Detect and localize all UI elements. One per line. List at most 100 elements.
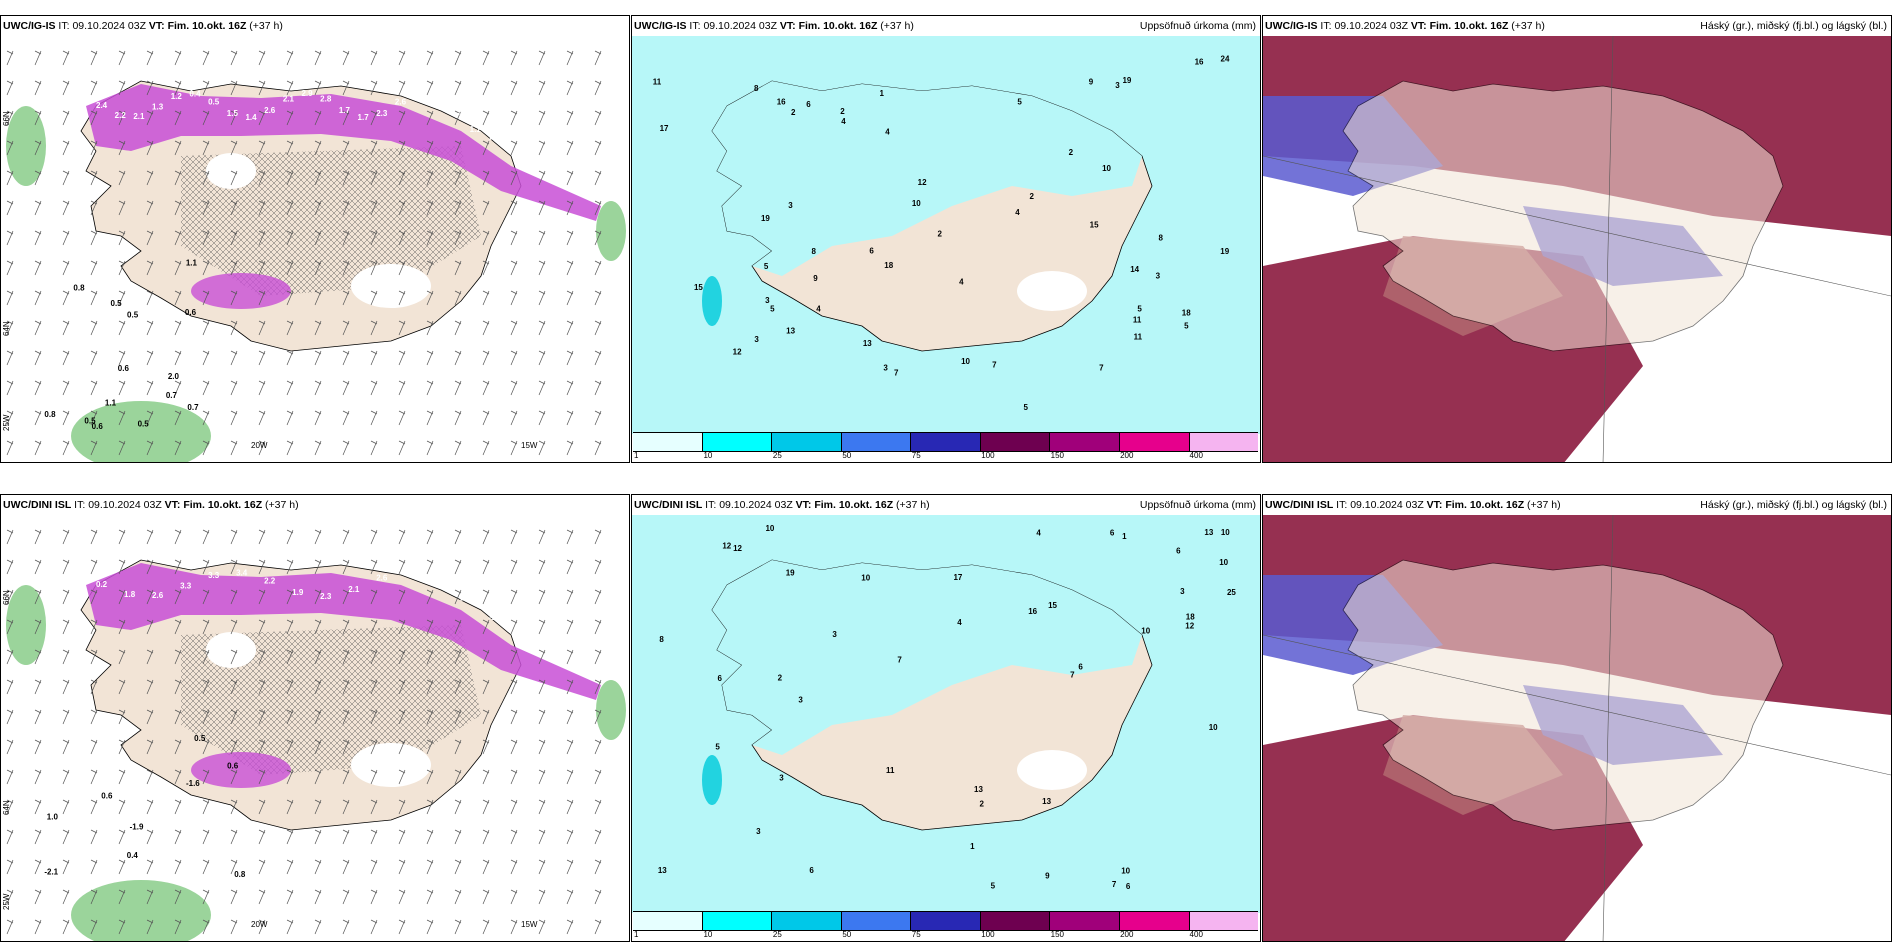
wind-barb bbox=[118, 260, 126, 276]
value-label: 10 bbox=[861, 573, 870, 582]
wind-barb bbox=[146, 380, 154, 396]
wind-barb bbox=[118, 320, 126, 336]
wind-barb bbox=[174, 679, 182, 695]
wind-barb bbox=[398, 769, 406, 785]
wind-barb bbox=[146, 769, 154, 785]
value-label: 0.4 bbox=[189, 89, 201, 98]
wind-barb bbox=[146, 410, 154, 426]
wind-barb bbox=[594, 919, 602, 935]
wind-barb bbox=[90, 709, 98, 725]
wind-barb bbox=[118, 380, 126, 396]
wind-barb bbox=[398, 410, 406, 426]
wind-barb bbox=[538, 679, 546, 695]
wind-barb bbox=[510, 619, 518, 635]
value-label: 5 bbox=[770, 305, 775, 314]
wind-barb bbox=[230, 829, 238, 845]
graticule-label: 66N bbox=[2, 111, 11, 126]
wind-barb bbox=[398, 619, 406, 635]
wind-barb bbox=[286, 529, 294, 545]
graticule bbox=[1263, 515, 1891, 941]
wind-barb bbox=[146, 559, 154, 575]
wind-barb bbox=[202, 529, 210, 545]
value-label: 1.5 bbox=[227, 109, 239, 118]
graticule bbox=[1263, 36, 1891, 462]
wind-barb bbox=[566, 529, 574, 545]
wind-barb bbox=[118, 889, 126, 905]
wind-barb bbox=[258, 290, 266, 306]
wind-barb bbox=[482, 350, 490, 366]
wind-barb bbox=[90, 529, 98, 545]
wind-barb bbox=[146, 919, 154, 935]
wind-barb bbox=[482, 410, 490, 426]
colorbar-label: 25 bbox=[772, 930, 782, 939]
wind-barb bbox=[566, 679, 574, 695]
wind-barb bbox=[90, 769, 98, 785]
it-value: 09.10.2024 03Z bbox=[719, 499, 793, 511]
wind-barb bbox=[482, 260, 490, 276]
map-svg: 66N 64N 25W 20W 15W 2.4 2.2 2.1 1.3 1.2 0.4 0.5 1.5 1… bbox=[1, 36, 629, 462]
wind-barb bbox=[594, 589, 602, 605]
wind-barb bbox=[174, 829, 182, 845]
wind-barb bbox=[174, 919, 182, 935]
value-label: 10 bbox=[912, 199, 921, 208]
map-area bbox=[1263, 515, 1891, 941]
colorbar-swatch bbox=[702, 912, 773, 930]
it-value: 09.10.2024 03Z bbox=[1350, 499, 1424, 511]
wind-barb bbox=[146, 230, 154, 246]
it-label: IT: bbox=[1336, 499, 1348, 511]
wind-barb bbox=[202, 769, 210, 785]
value-label: 0.5 bbox=[138, 420, 150, 429]
value-label: 1.2 bbox=[171, 92, 183, 101]
wind-barb bbox=[90, 589, 98, 605]
wind-barb bbox=[426, 320, 434, 336]
wind-barb bbox=[62, 859, 70, 875]
vt-value: Fim. 10.okt. 16Z bbox=[183, 499, 263, 511]
wind-barb bbox=[286, 230, 294, 246]
wind-barb bbox=[510, 769, 518, 785]
colorbar-label: 10 bbox=[703, 930, 713, 939]
wind-barb bbox=[230, 589, 238, 605]
wind-barb bbox=[538, 739, 546, 755]
wind-barb bbox=[538, 440, 546, 456]
colorbar-swatch bbox=[911, 912, 981, 930]
run-info: UWC/DINI ISL IT: 09.10.2024 03Z VT: Fim.… bbox=[634, 495, 930, 515]
value-label: 7 bbox=[894, 369, 899, 378]
wind-barb bbox=[258, 140, 266, 156]
model-name: UWC/DINI ISL bbox=[634, 499, 703, 511]
wind-barb bbox=[90, 260, 98, 276]
wind-barb bbox=[398, 170, 406, 186]
value-label: 18 bbox=[884, 261, 893, 270]
wind-barb bbox=[314, 829, 322, 845]
wind-barb bbox=[202, 619, 210, 635]
graticule-label: 66N bbox=[2, 590, 11, 605]
wind-barb bbox=[118, 649, 126, 665]
wind-barb bbox=[566, 230, 574, 246]
wind-barb bbox=[258, 559, 266, 575]
value-label: 2.6 bbox=[376, 573, 388, 582]
value-label: 24 bbox=[1221, 55, 1230, 64]
wind-barb bbox=[342, 679, 350, 695]
wind-barb bbox=[202, 260, 210, 276]
value-label: 12 bbox=[918, 178, 927, 187]
value-label: 3 bbox=[1115, 81, 1120, 90]
wind-barb bbox=[258, 799, 266, 815]
wind-barb bbox=[454, 709, 462, 725]
wind-barb bbox=[118, 80, 126, 96]
wind-barb bbox=[454, 140, 462, 156]
wind-barb bbox=[6, 50, 14, 66]
wind-barb bbox=[34, 290, 42, 306]
wind-barb bbox=[510, 110, 518, 126]
value-label: 1.8 bbox=[124, 590, 136, 599]
wind-barb bbox=[258, 529, 266, 545]
value-label: 10 bbox=[1209, 723, 1218, 732]
wind-barb bbox=[90, 200, 98, 216]
wind-barb bbox=[258, 80, 266, 96]
wind-barb bbox=[398, 709, 406, 725]
value-label: 18 bbox=[1182, 308, 1191, 317]
wind-barb bbox=[454, 50, 462, 66]
wind-barb bbox=[370, 110, 378, 126]
run-info: UWC/IG-IS IT: 09.10.2024 03Z VT: Fim. 10… bbox=[634, 16, 914, 36]
wind-barb bbox=[174, 619, 182, 635]
wind-barb bbox=[6, 649, 14, 665]
wind-barb bbox=[90, 440, 98, 456]
